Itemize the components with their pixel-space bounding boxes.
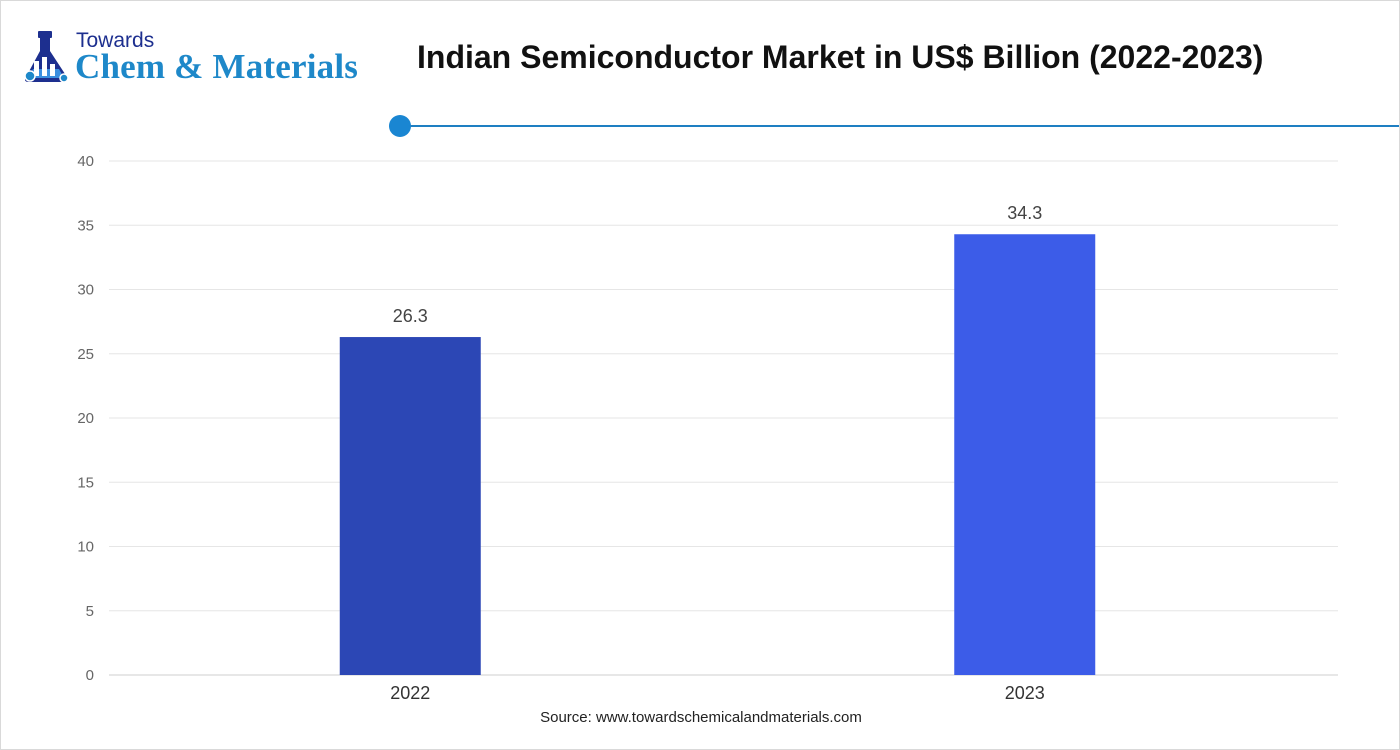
x-tick-label-2022: 2022 [390, 683, 430, 703]
y-tick-label: 15 [77, 474, 94, 491]
gridlines [109, 160, 1338, 676]
data-label-2022: 26.3 [393, 306, 428, 326]
y-tick-label: 30 [77, 282, 94, 299]
source-note: Source: www.towardschemicalandmaterials.… [540, 709, 862, 726]
title-underline-dot [389, 115, 411, 137]
bars [339, 234, 1096, 675]
x-axis-ticks: 2022 2023 [390, 683, 1045, 703]
y-tick-label: 20 [77, 410, 94, 427]
y-tick-label: 25 [77, 346, 94, 363]
data-labels: 26.3 34.3 [393, 203, 1043, 326]
chart-title: Indian Semiconductor Market in US$ Billi… [417, 39, 1264, 75]
y-tick-label: 0 [86, 667, 94, 684]
x-tick-label-2023: 2023 [1005, 683, 1045, 703]
brand-logo: Towards Chem & Materials [23, 29, 393, 89]
brand-top-text: Towards [76, 29, 155, 52]
bar-2022 [339, 337, 481, 675]
y-tick-label: 5 [86, 603, 94, 620]
y-tick-label: 35 [77, 217, 94, 234]
y-tick-label: 10 [77, 539, 94, 556]
title-underline [400, 125, 1399, 127]
y-axis-ticks: 0 5 10 15 20 25 30 35 40 [77, 153, 94, 684]
flask-icon [24, 31, 69, 83]
data-label-2023: 34.3 [1007, 203, 1042, 223]
brand-main-text: Chem & Materials [75, 47, 359, 86]
y-tick-label: 40 [77, 153, 94, 170]
bar-2023 [954, 234, 1096, 675]
